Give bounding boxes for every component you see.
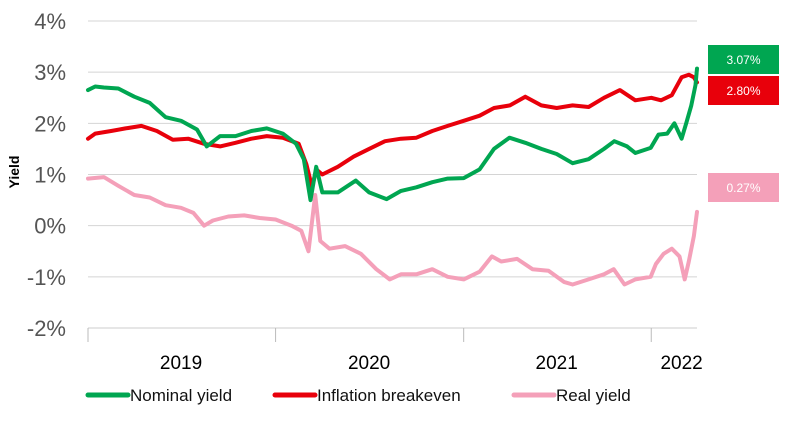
badge-background — [708, 76, 779, 105]
y-tick-label: 0% — [34, 214, 66, 239]
y-tick-label: 4% — [34, 9, 66, 34]
y-tick-label: -2% — [27, 316, 66, 341]
end-value-badge: 0.27% — [708, 173, 779, 202]
y-axis-tick-labels: 4% 3% 2% 1% 0% -1% -2% — [27, 9, 66, 341]
end-value-badge: 2.80% — [708, 76, 779, 105]
series-line-1 — [86, 72, 699, 190]
legend-item: Real yield — [511, 386, 631, 405]
x-tick-label: 2019 — [160, 353, 202, 374]
legend-item: Inflation breakeven — [272, 386, 461, 405]
badge-value: 0.27% — [726, 181, 760, 195]
legend-item: Nominal yield — [85, 386, 232, 405]
y-tick-label: 1% — [34, 163, 66, 188]
gridlines — [88, 20, 697, 329]
x-axis: 2019 2020 2021 2022 — [87, 327, 703, 374]
x-tick-label: 2022 — [660, 353, 702, 374]
y-tick-label: 2% — [34, 111, 66, 136]
badge-background — [708, 45, 779, 74]
badge-value: 2.80% — [726, 84, 760, 98]
badge-background — [708, 173, 779, 202]
legend-label: Inflation breakeven — [317, 386, 461, 405]
series-line-0 — [86, 66, 699, 203]
series-lines — [86, 66, 699, 287]
y-axis-label: Yield — [6, 156, 22, 189]
end-value-badges: 3.07% 2.80% 0.27% — [708, 45, 779, 202]
y-tick-label: -1% — [27, 265, 66, 290]
badge-value: 3.07% — [726, 53, 760, 67]
series-line-2 — [86, 175, 699, 287]
end-value-badge: 3.07% — [708, 45, 779, 74]
legend: Nominal yield Inflation breakeven Real yie… — [85, 386, 631, 405]
x-tick-label: 2020 — [348, 353, 390, 374]
legend-label: Real yield — [556, 386, 631, 405]
x-tick-label: 2021 — [536, 353, 578, 374]
y-tick-label: 3% — [34, 60, 66, 85]
legend-label: Nominal yield — [130, 386, 232, 405]
